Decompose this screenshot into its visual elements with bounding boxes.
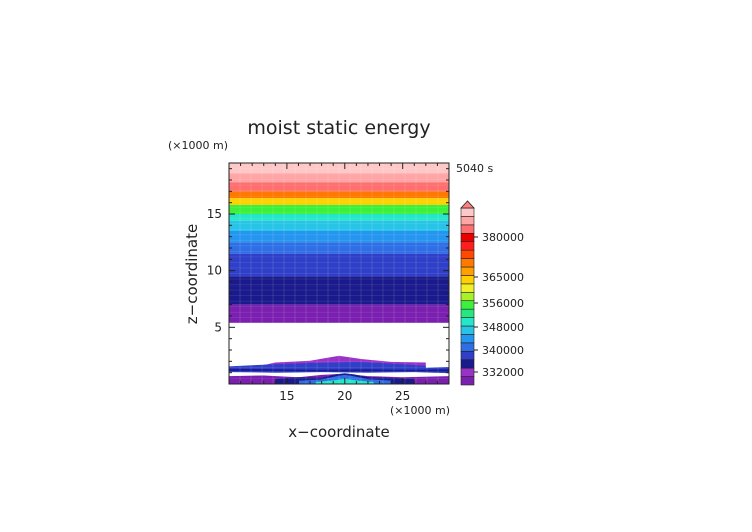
energy-layer [229, 253, 449, 277]
contour-upper-blue [263, 361, 426, 369]
colorbar-segment [460, 334, 475, 344]
energy-layer [229, 231, 449, 243]
energy-layer [229, 163, 449, 174]
colorbar-segment [460, 367, 475, 377]
time-label: 5040 s [456, 162, 493, 175]
energy-layer [229, 198, 449, 205]
plot-area [229, 163, 449, 384]
y-axis-label: z−coordinate [183, 224, 201, 324]
energy-layer [229, 191, 449, 199]
plot-frame [228, 162, 450, 385]
energy-layer [229, 173, 449, 183]
plot-grid [229, 163, 449, 384]
y-tick-label: 5 [214, 320, 222, 334]
colorbar-segment [460, 350, 475, 361]
energy-layer [229, 214, 449, 221]
colorbar-segment [460, 359, 475, 369]
x-axis-label: x−coordinate [288, 423, 389, 441]
energy-layer [229, 204, 449, 214]
colorbar-segment [460, 283, 475, 293]
colorbar-segment [460, 376, 475, 386]
energy-layer [229, 304, 449, 323]
colorbar-segment [460, 325, 475, 335]
colorbar-segment [460, 291, 475, 302]
colorbar: 380000 365000 356000 348000 340000 332000 [460, 200, 524, 386]
colorbar-segment [460, 216, 475, 226]
colorbar-tick-label: 340000 [482, 344, 524, 357]
x-tick-label: 15 [279, 389, 294, 403]
x-tick-label: 25 [395, 389, 410, 403]
x-unit-label: (×1000 m) [390, 404, 450, 417]
colorbar-segment [460, 300, 475, 310]
energy-layers [229, 163, 449, 323]
colorbar-tick-label: 332000 [482, 366, 524, 379]
colorbar-segment [460, 308, 475, 318]
colorbar-segment [460, 241, 475, 251]
colorbar-segment [460, 317, 475, 327]
colorbar-tick-label: 356000 [482, 297, 524, 310]
colorbar-segment [460, 275, 475, 285]
colorbar-segment [460, 249, 475, 259]
colorbar-extend-arrow [460, 200, 475, 209]
colorbar-tick-label: 365000 [482, 271, 524, 284]
y-unit-label: (×1000 m) [168, 139, 228, 152]
energy-layer [229, 220, 449, 231]
y-tick-label: 10 [207, 264, 222, 278]
y-tick-label: 15 [207, 207, 222, 221]
chart-title: moist static energy [247, 117, 430, 139]
colorbar-segment [460, 224, 475, 234]
colorbar-segment [460, 258, 475, 268]
colorbar-segment [460, 266, 475, 276]
colorbar-segment [460, 342, 475, 352]
energy-layer [229, 276, 449, 287]
energy-layer [229, 286, 449, 305]
axis-ticks: 15 20 25 5 10 15 [207, 163, 450, 403]
energy-layer [229, 242, 449, 254]
x-tick-label: 20 [337, 389, 352, 403]
contour-band-dark [229, 368, 449, 372]
energy-layer [229, 182, 449, 192]
colorbar-tick-label: 380000 [482, 231, 524, 244]
colorbar-segment [460, 232, 475, 243]
colorbar-segment [460, 207, 475, 217]
colorbar-tick-label: 348000 [482, 321, 524, 334]
